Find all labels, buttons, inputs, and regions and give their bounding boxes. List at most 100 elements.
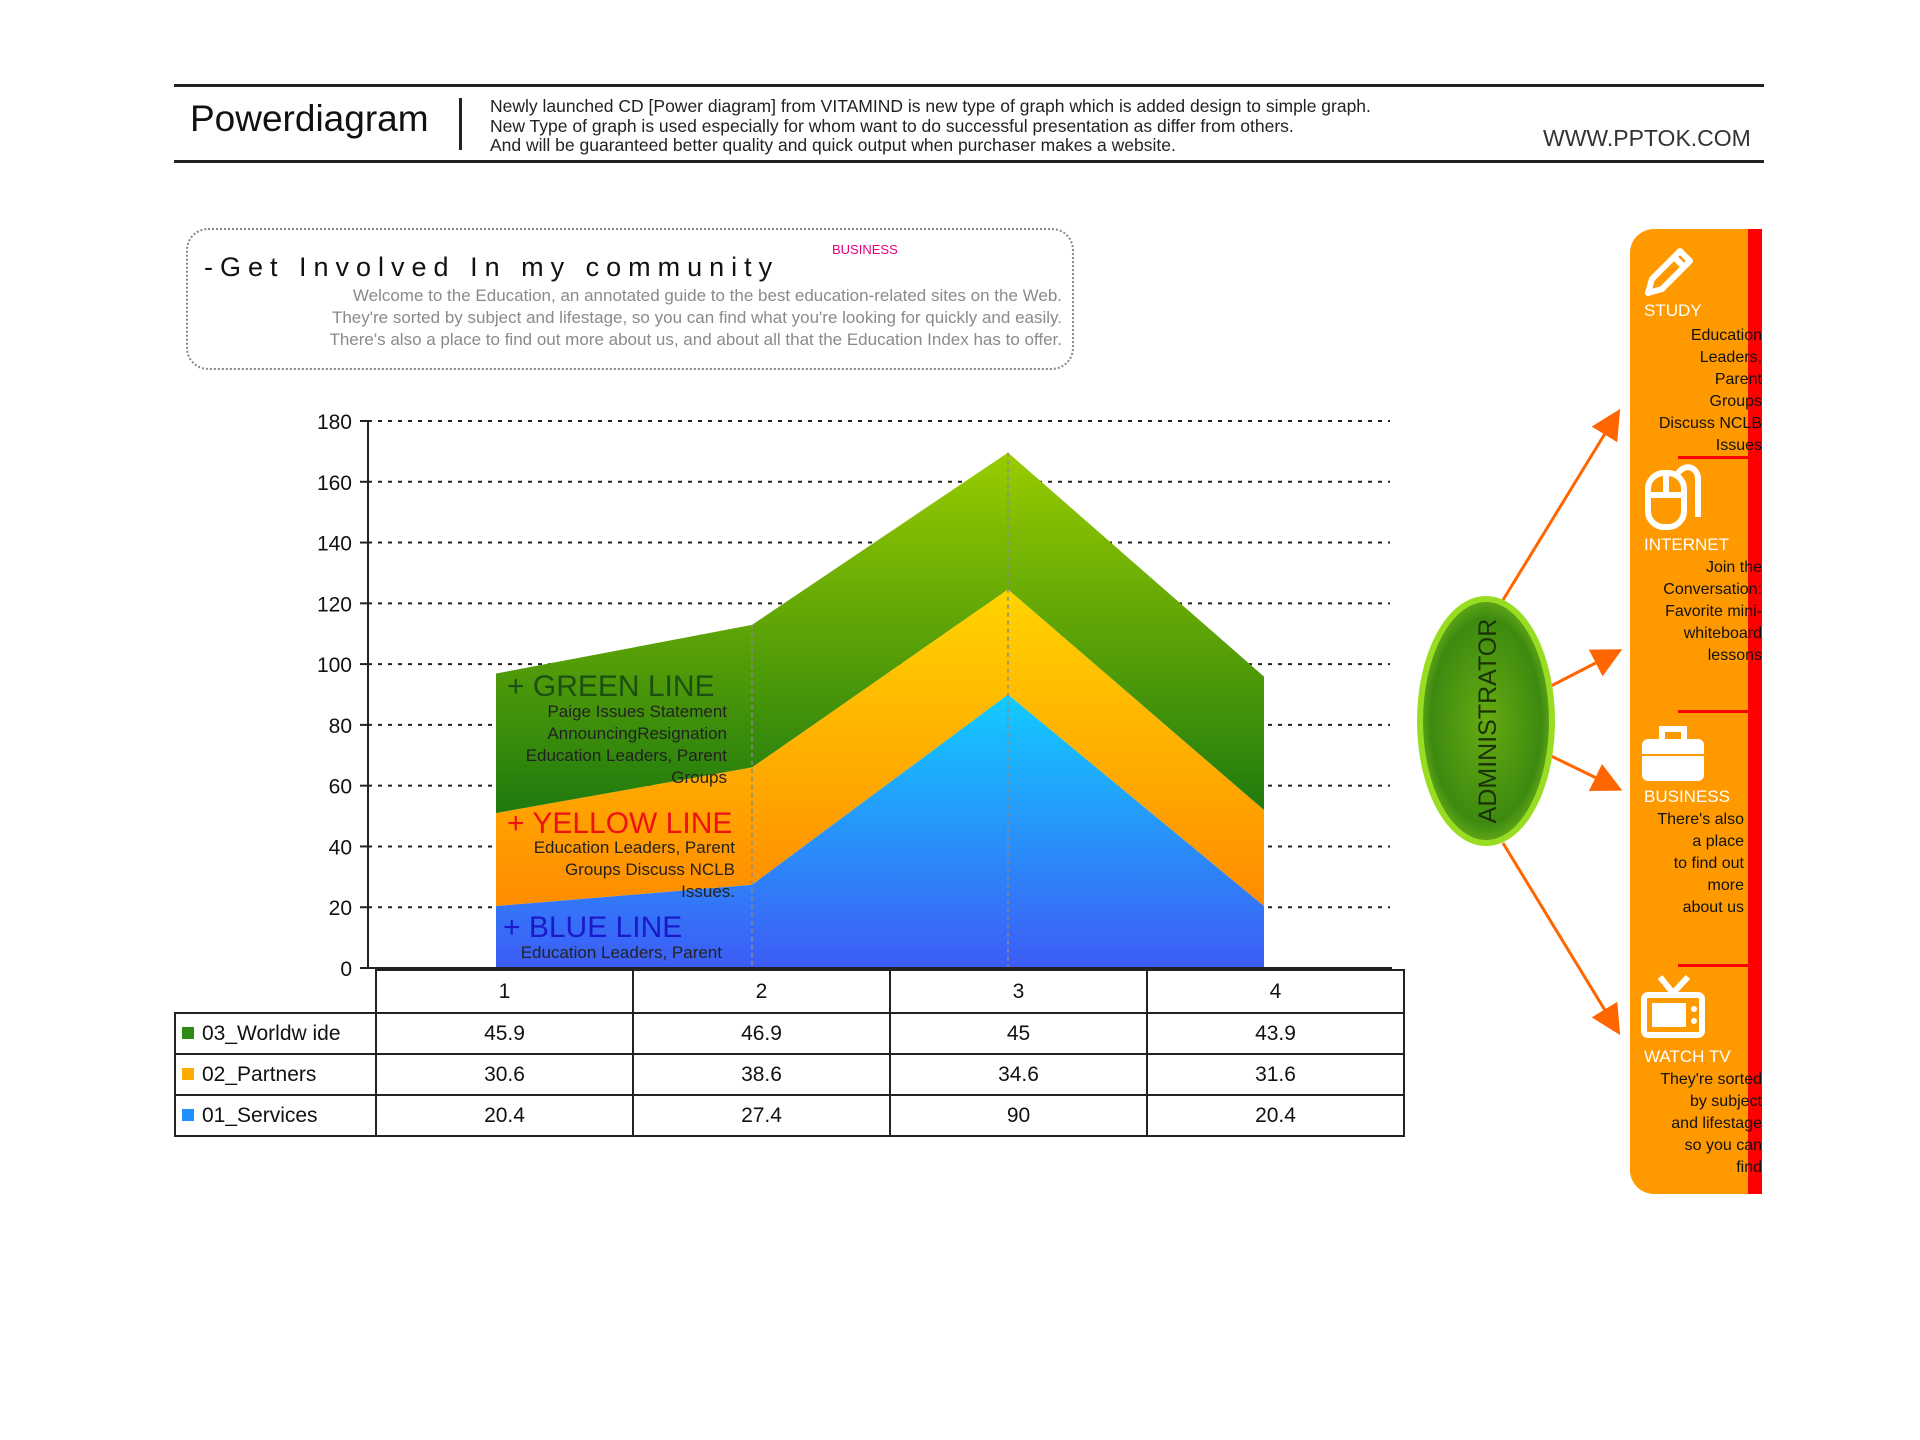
panel-divider	[1678, 710, 1762, 713]
panel-section-title: INTERNET	[1644, 535, 1729, 554]
panel-section-title: BUSINESS	[1644, 787, 1730, 806]
panel-text-line: to find out	[1673, 855, 1744, 872]
mouse-icon	[1645, 464, 1701, 530]
annotation-title: + BLUE LINE	[503, 911, 682, 944]
header-bottom-rule	[174, 160, 1764, 163]
area-03-worldwide	[496, 452, 1264, 814]
arrow-to-study	[1501, 408, 1621, 601]
panel-section-title: STUDY	[1644, 301, 1702, 320]
community-badge: BUSINESS	[832, 242, 898, 257]
table-cell: 38.6	[632, 1053, 891, 1096]
legend-swatch	[182, 1067, 194, 1080]
area-01-services	[496, 694, 1264, 968]
table-cell: 34.6	[889, 1053, 1148, 1096]
y-tick-label: 100	[317, 654, 352, 677]
table-cell: 20.4	[1146, 1094, 1405, 1137]
header-description-line: Newly launched CD [Power diagram] from V…	[490, 96, 1371, 116]
administrator-node[interactable]	[1417, 596, 1555, 846]
panel-section-text: There's also a place to find out more ab…	[1630, 809, 1744, 919]
y-tick-label: 160	[317, 472, 352, 495]
arrow-to-business	[1548, 753, 1623, 792]
table-row: 01_Services 20.4 27.4 90 20.4	[174, 1094, 1405, 1137]
briefcase-icon	[1642, 726, 1704, 781]
table-header-cell: 3	[889, 969, 1148, 1014]
annotation-line: AnnouncingResignation	[547, 724, 727, 743]
panel-text-line: Favorite mini-	[1665, 603, 1762, 620]
series-name: 03_Worldw ide	[202, 1021, 341, 1045]
y-tick-label: 180	[317, 411, 352, 434]
table-cell: 45	[889, 1012, 1148, 1055]
panel-text-line: Groups	[1709, 393, 1762, 410]
table-cell: 20.4	[375, 1094, 634, 1137]
panel-text-line: about us	[1682, 899, 1744, 916]
table-header-cell: 2	[632, 969, 891, 1014]
table-row: 03_Worldw ide 45.9 46.9 45 43.9	[174, 1012, 1405, 1055]
data-table: 1 2 3 4 03_Worldw ide 45.9 46.9 45 43.9 …	[174, 969, 1405, 1137]
series-name: 01_Services	[202, 1103, 318, 1127]
panel-text-line: by subject	[1689, 1093, 1762, 1110]
y-tick-label: 140	[317, 533, 352, 556]
panel-section-text: Education Leaders, Parent Groups Discuss…	[1634, 325, 1762, 457]
table-cell: 43.9	[1146, 1012, 1405, 1055]
community-body-line: There's also a place to find out more ab…	[329, 330, 1062, 349]
panel-text-line: lessons	[1707, 647, 1762, 664]
series-name-cell: 03_Worldw ide	[174, 1012, 377, 1055]
community-title: -Get Involved In my community	[204, 252, 780, 282]
panel-text-line: a place	[1692, 833, 1744, 850]
panel-section-title: WATCH TV	[1644, 1047, 1731, 1066]
table-cell: 30.6	[375, 1053, 634, 1096]
annotation-line: Education Leaders, Parent	[534, 838, 736, 857]
legend-swatch	[182, 1026, 194, 1039]
panel-text-line: more	[1707, 877, 1744, 894]
panel-text-line: whiteboard	[1683, 625, 1762, 642]
administrator-diagram: ADMINISTRATOR	[1417, 408, 1623, 1036]
header-description-line: New Type of graph is used especially for…	[490, 115, 1294, 136]
panel-text-line: Parent	[1714, 371, 1762, 388]
legend-swatch	[182, 1108, 194, 1121]
table-cell: 90	[889, 1094, 1148, 1137]
community-box: -Get Involved In my community BUSINESS W…	[186, 228, 1074, 370]
panel-text-line: Join the	[1705, 559, 1762, 576]
table-cell: 45.9	[375, 1012, 634, 1055]
site-url[interactable]: WWW.PPTOK.COM	[1543, 125, 1751, 151]
community-body-line: They're sorted by subject and lifestage,…	[331, 308, 1062, 327]
y-tick-label: 80	[329, 715, 352, 738]
panel-text-line: so you can	[1684, 1137, 1762, 1154]
category-panel: STUDY Education Leaders, Parent Groups D…	[1630, 229, 1762, 1194]
series-name: 02_Partners	[202, 1062, 317, 1086]
y-tick-label: 60	[329, 776, 352, 799]
table-row: 02_Partners 30.6 38.6 34.6 31.6	[174, 1053, 1405, 1096]
series-name-cell: 02_Partners	[174, 1053, 377, 1096]
panel-text-line: Leaders,	[1699, 349, 1762, 366]
y-tick-label: 120	[317, 593, 352, 616]
header-description-line: And will be guaranteed better quality an…	[490, 135, 1176, 155]
annotation-line: Groups	[671, 768, 727, 787]
arrow-to-internet	[1548, 649, 1623, 689]
panel-text-line: Issues	[1715, 437, 1762, 454]
annotation-line: Groups Discuss NCLB	[565, 860, 735, 879]
y-tick-label: 20	[329, 897, 352, 920]
community-body: Welcome to the Education, an annotated g…	[329, 285, 1062, 351]
arrow-to-watch-tv	[1501, 842, 1621, 1036]
y-tick-label: 40	[329, 836, 352, 859]
administrator-label: ADMINISTRATOR	[1474, 619, 1502, 824]
page-title: Powerdiagram	[190, 98, 429, 139]
table-header-row: 1 2 3 4	[175, 969, 1405, 1014]
annotation-title: + YELLOW LINE	[507, 807, 732, 840]
panel-text-line: Conversation:	[1663, 581, 1762, 598]
table-corner-cell	[175, 970, 377, 1014]
panel-divider	[1678, 964, 1762, 967]
header-separator	[459, 98, 462, 150]
annotation-line: Education Leaders, Parent	[521, 943, 723, 962]
tv-icon	[1641, 974, 1705, 1038]
y-tick-label: 0	[340, 958, 352, 980]
panel-section-text: Join the Conversation: Favorite mini- wh…	[1634, 557, 1762, 667]
panel-section-text: They're sorted by subject and lifestage …	[1634, 1069, 1762, 1179]
annotation-line: Issues.	[681, 882, 735, 901]
pencil-icon	[1645, 248, 1693, 296]
header-description: Newly launched CD [Power diagram] from V…	[490, 96, 1371, 156]
panel-text-line: Discuss NCLB	[1658, 415, 1762, 432]
annotation-line: Paige Issues Statement	[547, 702, 727, 721]
area-02-partners	[496, 589, 1264, 907]
panel-text-line: Education	[1690, 327, 1762, 344]
